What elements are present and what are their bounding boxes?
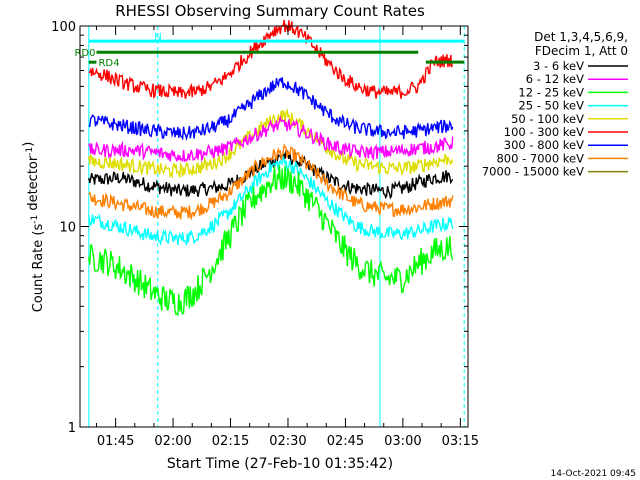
x-tick-label: 03:00 (384, 434, 421, 449)
x-tick-label: 02:15 (212, 434, 249, 449)
series-line-0 (88, 149, 454, 200)
series-line-3 (88, 156, 454, 247)
series-line-2 (88, 165, 454, 317)
legend-label: 3 - 6 keV (533, 59, 584, 73)
legend-label: 50 - 100 keV (511, 112, 584, 126)
x-tick-label: 03:15 (442, 434, 479, 449)
y-axis-label: Count Rate (s-1 detector-1) (21, 142, 46, 313)
x-tick-label: 01:45 (97, 434, 134, 449)
legend-label: 12 - 25 keV (518, 85, 584, 99)
y-tick-label: 10 (59, 221, 76, 236)
legend-label: 6 - 12 keV (526, 72, 584, 86)
footer-timestamp: 14-Oct-2021 09:45 (551, 469, 636, 479)
annotation-label: RD4 (98, 58, 119, 69)
series-line-1 (88, 115, 454, 163)
legend-label: 300 - 800 keV (504, 138, 584, 152)
legend-label: 7000 - 15000 keV (482, 165, 584, 179)
axis-ticks: 1 10 100 01:45 02:00 02:15 02:30 02:45 03:00 03:1… (51, 20, 479, 449)
series-line-6 (88, 77, 454, 142)
chart-title: RHESSI Observing Summary Count Rates (115, 2, 425, 20)
series-layer (88, 19, 454, 317)
legend-label: 100 - 300 keV (504, 125, 584, 139)
x-tick-label: 02:00 (154, 434, 191, 449)
annotation-label: RD0 (74, 48, 95, 59)
series-line-7 (88, 142, 454, 221)
legend-label: 25 - 50 keV (518, 99, 584, 113)
legend-label: 800 - 7000 keV (496, 151, 584, 165)
x-axis-label: Start Time (27-Feb-10 01:35:42) (167, 456, 393, 472)
y-tick-label: 100 (51, 20, 76, 35)
x-tick-label: 02:45 (327, 434, 364, 449)
legend-header-line-1: Det 1,3,4,5,6,9, (534, 30, 628, 44)
x-tick-label: 02:30 (269, 434, 306, 449)
series-line-5 (88, 19, 454, 100)
y-tick-label: 1 (68, 421, 76, 436)
annotation-label: N (154, 32, 161, 43)
legend: Det 1,3,4,5,6,9, FDecim 1, Att 0 3 - 6 k… (482, 30, 628, 179)
legend-header-line-2: FDecim 1, Att 0 (535, 44, 628, 58)
